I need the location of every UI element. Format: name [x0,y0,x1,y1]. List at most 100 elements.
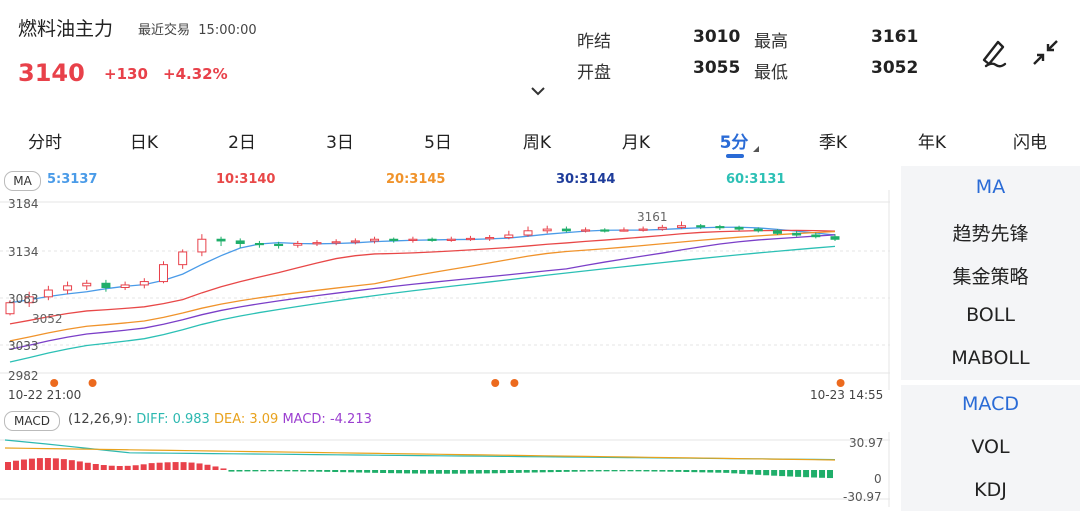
candle-body [216,238,226,242]
y-tick-label: 3184 [8,197,39,211]
tab-3day[interactable]: 3日 [326,133,354,153]
macd-bar [156,462,163,470]
y-tick-label: 3083 [8,292,39,306]
macd-bar [308,470,315,472]
price-change-percent: +4.32% [163,65,228,83]
macd-bar [715,470,722,473]
y-tick-label: 2982 [8,369,39,383]
sidebar-item-trend[interactable]: 趋势先锋 [952,223,1029,245]
macd-bar [459,470,466,474]
sidebar-item-ma[interactable]: MA [975,176,1006,198]
active-tab-indicator [726,154,744,158]
tab-yearly-k[interactable]: 年K [917,133,947,153]
macd-bar [364,470,371,473]
macd-bar [52,458,59,470]
macd-bar [667,470,674,472]
candle-body [561,228,571,232]
tab-daily-k[interactable]: 日K [129,133,159,153]
macd-bar [699,470,706,473]
tab-5day[interactable]: 5日 [424,133,452,153]
macd-bar [12,460,19,470]
macd-bar [356,470,363,473]
pen-draw-icon[interactable] [978,36,1010,70]
tab-2day[interactable]: 2日 [228,133,256,153]
candle-body [24,296,34,304]
candle-body [638,228,648,231]
candle-body [696,225,706,228]
macd-bar [36,458,43,470]
macd-bar [435,470,442,474]
macd-bar [731,470,738,474]
macd-bar [76,461,83,470]
macd-bar [571,470,578,472]
macd-bar [451,470,458,474]
sidebar-item-strategy[interactable]: 集金策略 [952,266,1029,288]
sidebar-item-kdj[interactable]: KDJ [974,479,1007,501]
macd-bar [675,470,682,472]
candle-body [120,284,130,288]
macd-bar [340,470,347,473]
sidebar-item-vol[interactable]: VOL [971,436,1010,458]
signal-dot [50,379,59,387]
macd-bar [220,468,227,470]
macd-bar [747,470,754,475]
chevron-down-icon[interactable] [530,84,546,100]
macd-bar [763,470,770,476]
candle-body [158,264,168,283]
sidebar-item-boll[interactable]: BOLL [966,304,1015,326]
tab-fenshi[interactable]: 分时 [28,133,62,153]
candle-body [657,226,667,230]
tab-5min[interactable]: 5分 [719,133,749,153]
candle-body [43,289,53,298]
macd-bar [20,459,27,470]
macd-bar [244,470,251,472]
macd-bar [515,470,522,473]
candle-body [542,228,552,232]
ma-indicator-badge[interactable]: MA [4,171,41,191]
collapse-arrows-icon[interactable] [1030,36,1062,70]
tab-monthly-k[interactable]: 月K [621,133,651,153]
macd-bar [579,470,586,472]
sidebar-item-macd[interactable]: MACD [962,393,1019,415]
macd-y-zero: 0 [874,472,882,486]
high-label: 最高 [754,32,788,52]
macd-params: (12,26,9): DIFF: 0.983 DEA: 3.09 MACD: -… [68,412,372,427]
macd-bar [795,470,802,477]
candle-body [523,230,533,236]
macd-bar [268,470,275,472]
macd-bar [292,470,299,472]
low-value: 3052 [871,58,919,78]
y-tick-label: 3033 [8,339,39,353]
macd-bar [260,470,267,472]
candlestick-chart[interactable] [0,190,890,390]
macd-bar [627,470,634,472]
high-value: 3161 [871,27,919,47]
sidebar-item-maboll[interactable]: MABOLL [951,347,1030,369]
macd-bar [427,470,434,474]
macd-bar [555,470,562,472]
ma20-value: 20:3145 [386,172,446,187]
macd-bar [811,470,818,478]
macd-bar [819,470,826,478]
macd-chart[interactable] [0,432,890,507]
macd-bar [276,470,283,472]
macd-bar [787,470,794,477]
macd-bar [587,470,594,472]
macd-bar [475,470,482,474]
ma5-line [9,226,836,304]
indicator-sidebar: MA 趋势先锋 集金策略 BOLL MABOLL MACD VOL KDJ [901,166,1080,511]
tab-flash[interactable]: 闪电 [1013,133,1047,153]
macd-bar [196,463,203,470]
instrument-name: 燃料油主力 [18,18,114,40]
tab-quarterly-k[interactable]: 季K [818,133,848,153]
macd-indicator-badge[interactable]: MACD [4,411,60,431]
macd-bar [595,470,602,472]
start-time-label: 10-22 21:00 [8,388,82,402]
low-marker-label: 3052 [32,312,63,326]
tab-dropdown-icon[interactable] [753,146,759,152]
signal-dot [88,379,97,387]
macd-bar [779,470,786,477]
candle-body [446,238,456,241]
tab-weekly-k[interactable]: 周K [522,133,552,153]
dea-line [4,447,836,461]
